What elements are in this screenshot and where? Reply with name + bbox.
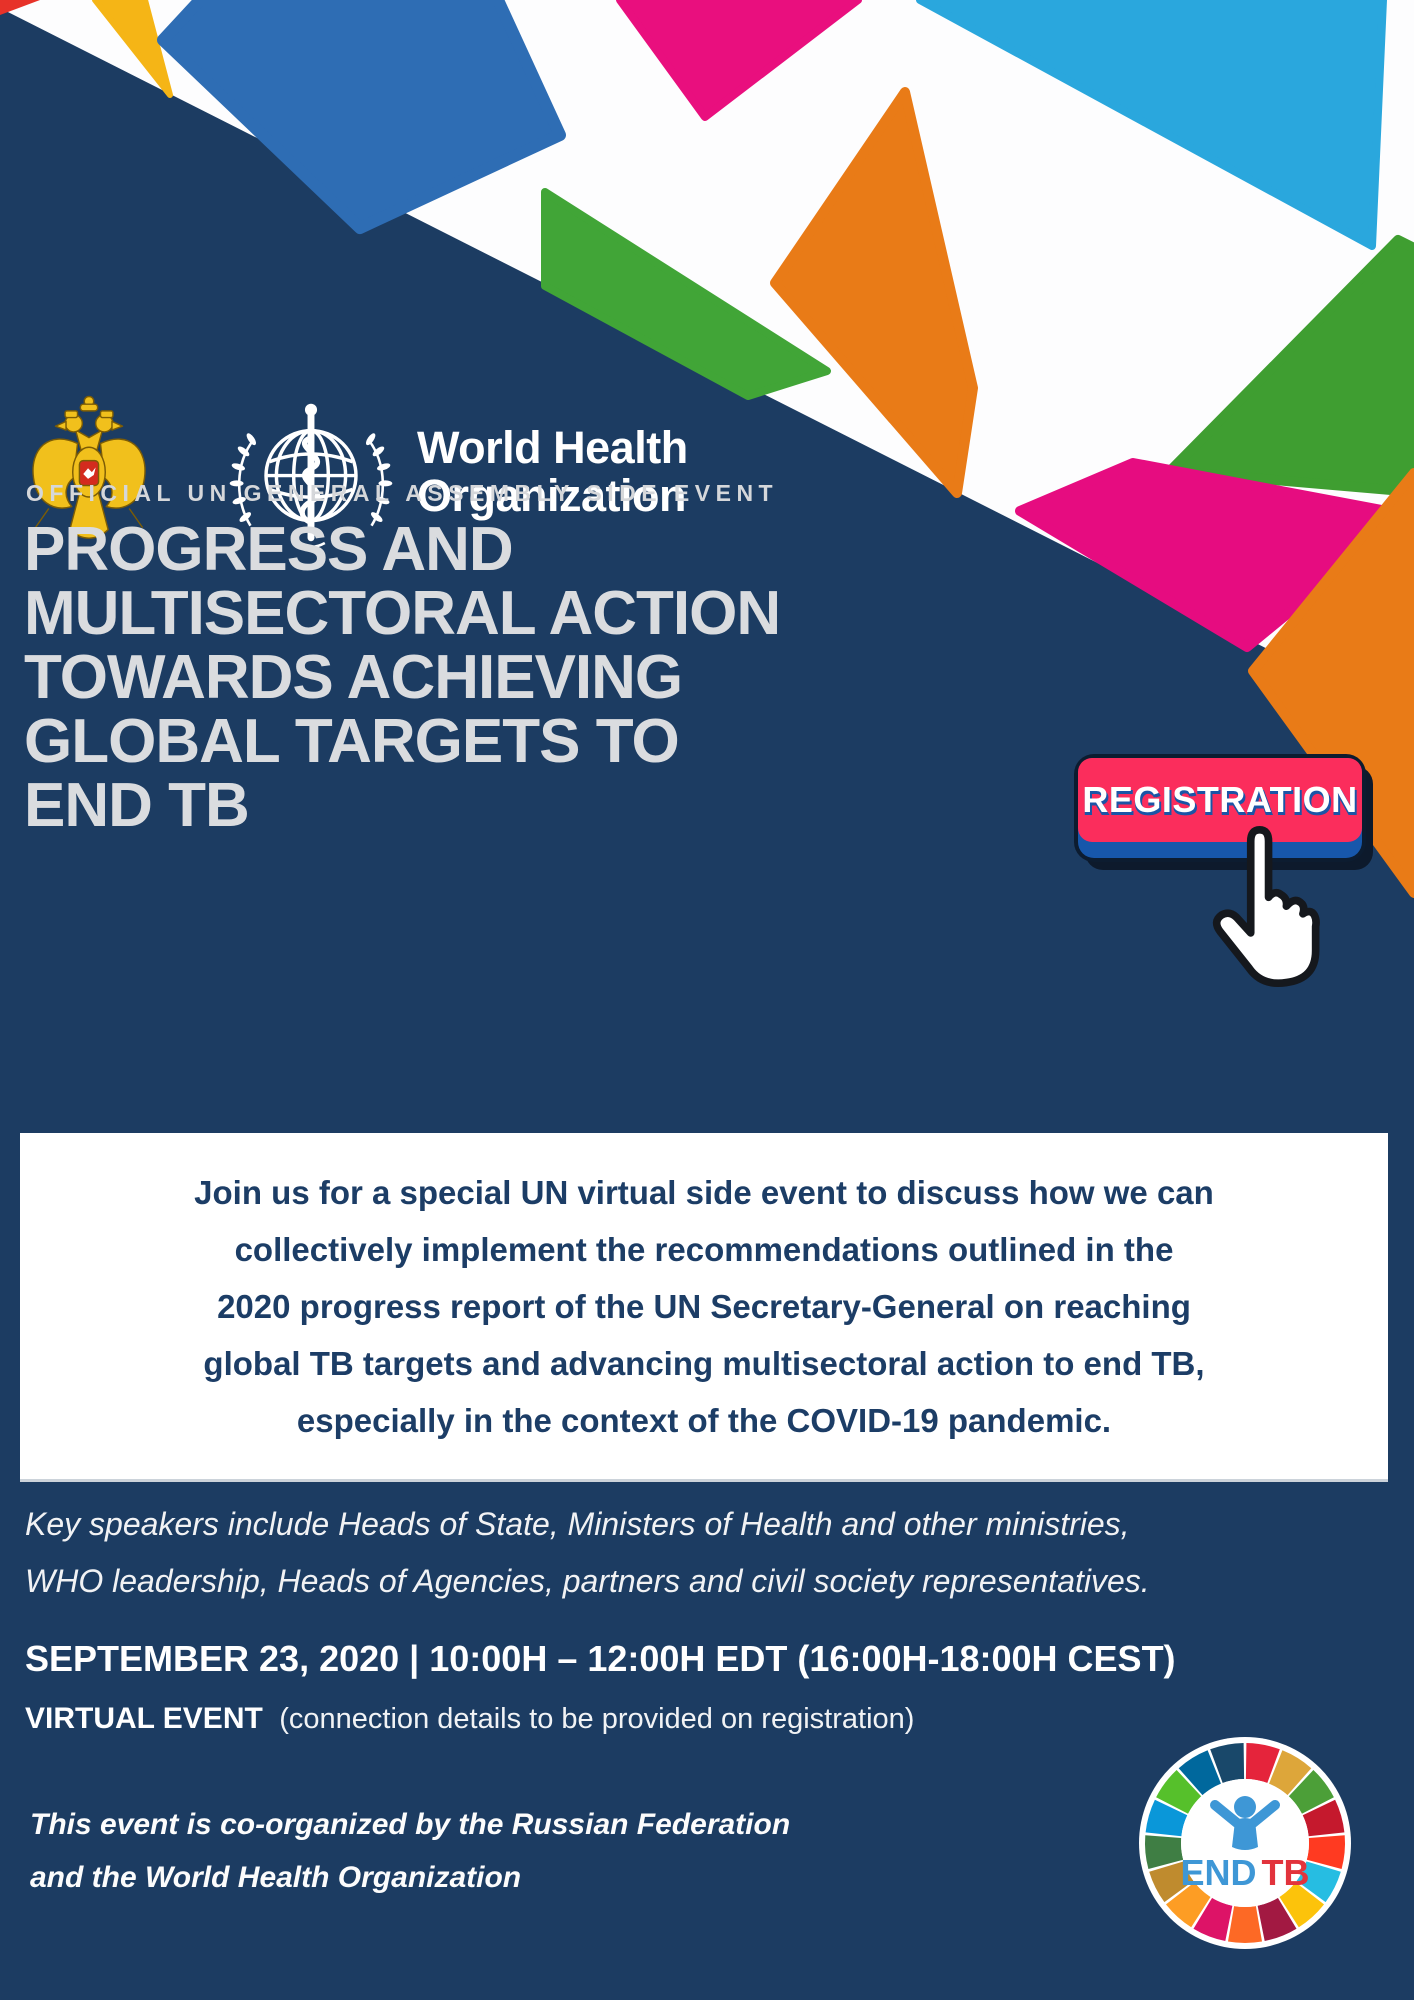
who-wordmark-line1: World Health xyxy=(417,422,688,473)
sdg-wheel-segment xyxy=(1306,1835,1346,1869)
event-description-line: collectively implement the recommendatio… xyxy=(234,1230,1174,1268)
co-organizers-line: and the World Health Organization xyxy=(30,1861,522,1894)
event-description-line: global TB targets and advancing multisec… xyxy=(203,1344,1205,1382)
event-datetime: SEPTEMBER 23, 2020 | 10:00H – 12:00H EDT… xyxy=(25,1638,1176,1679)
registration-button-label: REGISTRATION xyxy=(1082,779,1358,820)
event-title-line: MULTISECTORAL ACTION xyxy=(24,579,781,648)
sdg-wheel-segment xyxy=(1228,1906,1262,1943)
who-wordmark: World Health Organization xyxy=(417,424,688,520)
who-emblem-icon xyxy=(229,403,393,549)
sdg-wheel-segment xyxy=(1210,1743,1245,1783)
key-speakers-line: Key speakers include Heads of State, Min… xyxy=(25,1506,1130,1542)
co-organizers-line: This event is co-organized by the Russia… xyxy=(30,1808,791,1841)
sdg-wheel-segment xyxy=(1193,1897,1233,1941)
sdg-wheel-segment xyxy=(1178,1750,1221,1796)
hand-pointer-cursor-icon xyxy=(1212,826,1320,987)
endtb-person-icon xyxy=(1210,1796,1280,1850)
end-tb-logo: END TB xyxy=(1139,1737,1351,1949)
registration-button-face[interactable]: REGISTRATION xyxy=(1078,758,1362,842)
sdg-wheel-segment xyxy=(1257,1897,1297,1941)
event-description-line: 2020 progress report of the UN Secretary… xyxy=(217,1287,1191,1325)
co-organizers-text: This event is co-organized by the Russia… xyxy=(30,1798,790,1904)
endtb-wordmark: END TB xyxy=(1180,1852,1309,1893)
confetti-shapes-banner xyxy=(0,0,1414,898)
sdg-wheel-segment xyxy=(1149,1861,1194,1903)
event-description-line: Join us for a special UN virtual side ev… xyxy=(194,1173,1214,1211)
registration-button[interactable]: REGISTRATION xyxy=(1078,758,1362,858)
sdg-wheel-segment xyxy=(1296,1861,1341,1903)
key-speakers-line: WHO leadership, Heads of Agencies, partn… xyxy=(25,1563,1150,1599)
virtual-event-line: VIRTUAL EVENT (connection details to be … xyxy=(25,1702,914,1736)
sdg-wheel-segment xyxy=(1279,1882,1324,1928)
sdg-wheel-segment xyxy=(1245,1743,1280,1783)
event-title-line: END TB xyxy=(24,771,250,840)
sdg-wheel-segment xyxy=(1269,1750,1312,1796)
key-speakers-text: Key speakers include Heads of State, Min… xyxy=(25,1496,1150,1610)
event-description-box: Join us for a special UN virtual side ev… xyxy=(20,1133,1388,1482)
virtual-event-note: (connection details to be provided on re… xyxy=(279,1703,915,1735)
sdg-wheel-segment xyxy=(1145,1799,1188,1837)
who-wordmark-line2: Organization xyxy=(417,470,687,521)
event-description-line: especially in the context of the COVID-1… xyxy=(296,1401,1112,1439)
russia-coat-of-arms-icon xyxy=(32,395,146,539)
sdg-color-wheel-icon xyxy=(1144,1743,1346,1943)
sdg-wheel-segment xyxy=(1302,1799,1345,1837)
virtual-event-label: VIRTUAL EVENT xyxy=(25,1702,263,1735)
sdg-wheel-segment xyxy=(1144,1835,1184,1869)
event-title-line: GLOBAL TARGETS TO xyxy=(24,707,680,776)
sdg-wheel-segment xyxy=(1166,1882,1211,1928)
event-title-line: PROGRESS AND xyxy=(24,515,514,584)
sdg-wheel-segment xyxy=(1156,1770,1202,1814)
event-title: PROGRESS AND MULTISECTORAL ACTION TOWARD… xyxy=(24,515,781,840)
event-kicker: OFFICIAL UN GENERAL ASSEMBLY SIDE EVENT xyxy=(26,480,779,506)
event-title-line: TOWARDS ACHIEVING xyxy=(24,643,683,712)
sdg-wheel-segment xyxy=(1288,1770,1334,1814)
